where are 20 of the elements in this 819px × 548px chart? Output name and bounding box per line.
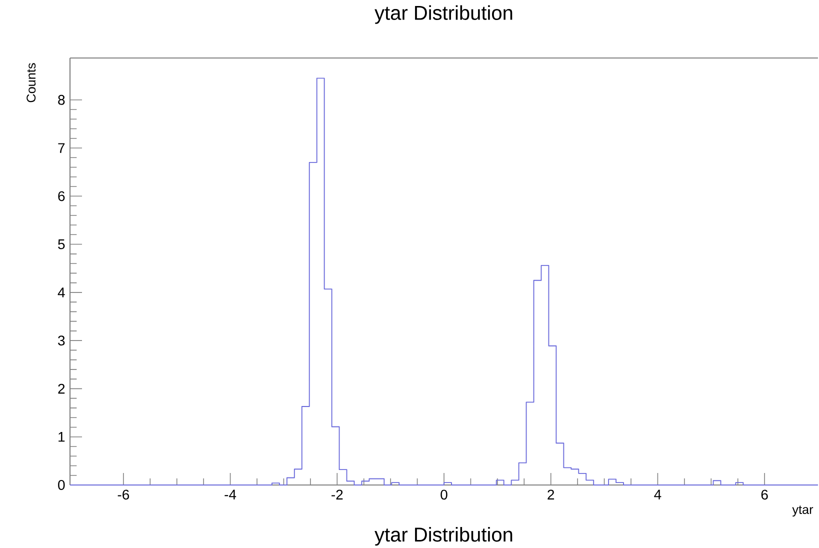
y-tick-label: 3 (58, 336, 65, 346)
x-tick-label: 4 (654, 490, 662, 500)
y-tick-label: 5 (58, 239, 65, 250)
x-axis-title: ytar (792, 506, 814, 517)
x-tick-label: -6 (118, 490, 130, 500)
y-tick-label: 0 (58, 480, 65, 490)
x-tick-label: -2 (332, 490, 343, 500)
x-tick-label: 2 (548, 490, 554, 500)
y-tick-label: 6 (58, 191, 65, 202)
x-tick-label: 0 (440, 490, 448, 500)
text: ytar Distribution (374, 527, 512, 546)
y-tick-label: 2 (58, 384, 65, 394)
y-axis-title: Counts (26, 63, 36, 102)
chart-title: ytar Distribution (374, 5, 512, 24)
x-tick-label: 6 (761, 490, 768, 500)
y-tick-label: 7 (58, 143, 65, 153)
y-tick-label: 4 (58, 288, 65, 298)
y-tick-label: 8 (58, 94, 65, 105)
x-tick-label: -4 (224, 490, 236, 500)
y-tick-label: 1 (58, 432, 65, 442)
